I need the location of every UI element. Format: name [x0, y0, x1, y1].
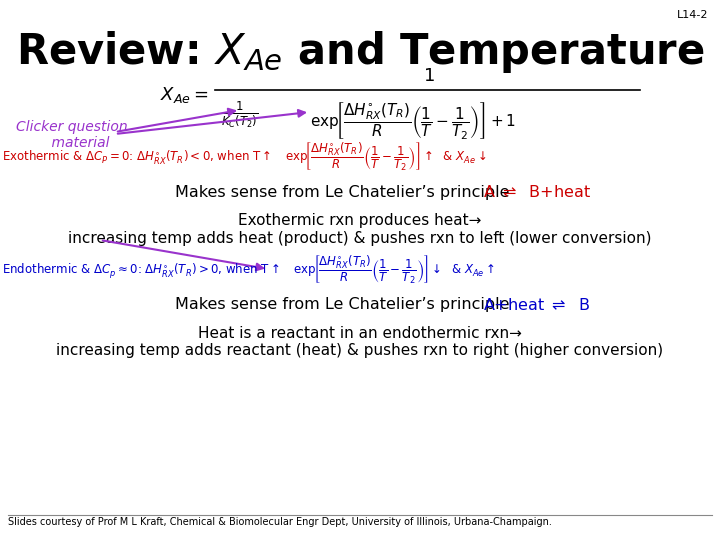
Text: Makes sense from Le Chatelier’s principle: Makes sense from Le Chatelier’s principl…	[175, 185, 510, 199]
Text: $\mathrm{exp}\!\left[\dfrac{\Delta H^{\circ}_{RX}(T_R)}{R}\left(\dfrac{1}{T}-\df: $\mathrm{exp}\!\left[\dfrac{\Delta H^{\c…	[310, 100, 516, 141]
Text: Slides courtesy of Prof M L Kraft, Chemical & Biomolecular Engr Dept, University: Slides courtesy of Prof M L Kraft, Chemi…	[8, 517, 552, 527]
Text: increasing temp adds heat (product) & pushes rxn to left (lower conversion): increasing temp adds heat (product) & pu…	[68, 231, 652, 246]
Text: Heat is a reactant in an endothermic rxn→: Heat is a reactant in an endothermic rxn…	[198, 326, 522, 341]
Text: A$+$heat $\rightleftharpoons$  B: A$+$heat $\rightleftharpoons$ B	[483, 297, 590, 313]
Text: Makes sense from Le Chatelier’s principle: Makes sense from Le Chatelier’s principl…	[175, 298, 510, 313]
Text: $X_{Ae}=$: $X_{Ae}=$	[160, 85, 209, 105]
Text: L14-2: L14-2	[677, 10, 708, 20]
Text: increasing temp adds reactant (heat) & pushes rxn to right (higher conversion): increasing temp adds reactant (heat) & p…	[56, 343, 664, 359]
Text: Review: $X_{Ae}$ and Temperature: Review: $X_{Ae}$ and Temperature	[16, 29, 704, 75]
Text: Clicker question
    material: Clicker question material	[16, 120, 128, 150]
Text: Exothermic & $\Delta C_P{=}0$: $\Delta H^{\circ}_{RX}(T_R)<0$, when T$\uparrow$ : Exothermic & $\Delta C_P{=}0$: $\Delta H…	[2, 141, 487, 173]
Text: A $\rightleftharpoons$  B$+$heat: A $\rightleftharpoons$ B$+$heat	[483, 184, 591, 200]
Text: Exothermic rxn produces heat→: Exothermic rxn produces heat→	[238, 213, 482, 227]
Text: Endothermic & $\Delta C_p\approx 0$: $\Delta H^{\circ}_{RX}(T_R)>0$, when T$\upa: Endothermic & $\Delta C_p\approx 0$: $\D…	[2, 254, 495, 286]
Text: 1: 1	[424, 67, 436, 85]
Text: $\frac{1}{K_C(T_2)}$: $\frac{1}{K_C(T_2)}$	[221, 100, 258, 130]
